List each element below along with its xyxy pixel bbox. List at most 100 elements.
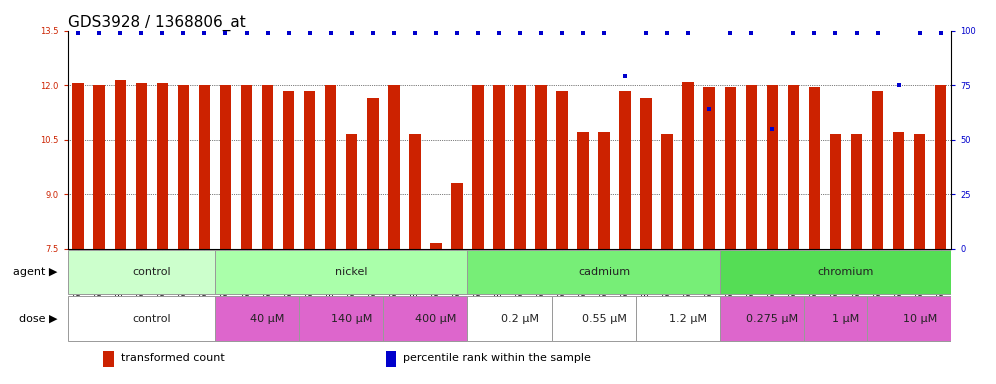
Bar <box>472 85 484 248</box>
Bar <box>552 296 635 341</box>
Bar <box>215 250 467 294</box>
Bar <box>68 296 215 341</box>
Bar <box>556 91 568 248</box>
Bar <box>493 85 505 248</box>
Bar <box>262 85 273 248</box>
Bar <box>724 87 736 248</box>
Text: agent ▶: agent ▶ <box>13 267 57 277</box>
Bar <box>868 296 951 341</box>
Text: 10 μM: 10 μM <box>902 314 937 324</box>
Bar <box>467 296 552 341</box>
Point <box>217 30 233 36</box>
Bar <box>299 296 383 341</box>
Point <box>597 30 613 36</box>
Point <box>281 30 297 36</box>
Point <box>175 30 191 36</box>
Bar <box>177 85 189 248</box>
Bar <box>241 85 252 248</box>
Bar <box>304 91 316 248</box>
Point <box>428 30 444 36</box>
Text: dose ▶: dose ▶ <box>19 314 57 324</box>
Bar <box>73 83 84 248</box>
Bar <box>661 134 673 248</box>
Text: nickel: nickel <box>336 267 368 277</box>
Text: GDS3928 / 1368806_at: GDS3928 / 1368806_at <box>68 15 245 31</box>
Bar <box>720 250 951 294</box>
Point <box>870 30 885 36</box>
Bar <box>535 85 547 248</box>
Point <box>638 30 654 36</box>
Bar <box>103 351 114 367</box>
Bar <box>156 83 168 248</box>
Bar <box>767 85 778 248</box>
Bar <box>892 132 904 248</box>
Bar <box>809 87 821 248</box>
Point <box>196 30 212 36</box>
Point <box>344 30 360 36</box>
Point <box>764 126 780 132</box>
Point <box>385 30 401 36</box>
Bar <box>430 243 441 248</box>
Bar <box>198 85 210 248</box>
Point <box>92 30 108 36</box>
Point <box>239 30 255 36</box>
Text: control: control <box>132 267 171 277</box>
Bar <box>578 132 589 248</box>
Bar <box>620 91 630 248</box>
Text: control: control <box>132 314 171 324</box>
Bar <box>283 91 295 248</box>
Bar <box>367 98 378 248</box>
Point <box>786 30 802 36</box>
Point <box>722 30 738 36</box>
Point <box>470 30 486 36</box>
Point <box>807 30 823 36</box>
Point <box>849 30 865 36</box>
Bar <box>467 250 720 294</box>
Point <box>365 30 380 36</box>
Point <box>701 106 717 112</box>
Bar <box>851 134 863 248</box>
Point <box>743 30 759 36</box>
Point <box>323 30 339 36</box>
Bar <box>388 85 399 248</box>
Bar <box>703 87 715 248</box>
Bar <box>830 134 842 248</box>
Point <box>911 30 927 36</box>
Point <box>554 30 570 36</box>
Point <box>533 30 549 36</box>
Bar <box>346 134 358 248</box>
Point <box>828 30 844 36</box>
Point <box>260 30 276 36</box>
Bar <box>215 296 299 341</box>
Point <box>302 30 318 36</box>
Bar <box>720 296 804 341</box>
Bar <box>640 98 652 248</box>
Text: 0.2 μM: 0.2 μM <box>501 314 539 324</box>
Text: chromium: chromium <box>818 267 874 277</box>
Bar <box>383 296 467 341</box>
Bar <box>115 80 126 248</box>
Point <box>680 30 696 36</box>
Bar <box>94 85 105 248</box>
Point <box>491 30 507 36</box>
Point <box>575 30 591 36</box>
Text: 400 μM: 400 μM <box>415 314 456 324</box>
Point <box>406 30 422 36</box>
Text: percentile rank within the sample: percentile rank within the sample <box>403 353 592 363</box>
Point <box>133 30 149 36</box>
Bar <box>935 85 946 248</box>
Text: 1.2 μM: 1.2 μM <box>669 314 707 324</box>
Text: 40 μM: 40 μM <box>250 314 285 324</box>
Bar <box>135 83 147 248</box>
Text: 1 μM: 1 μM <box>833 314 860 324</box>
Bar <box>68 250 215 294</box>
Bar <box>746 85 757 248</box>
Bar <box>409 134 420 248</box>
Bar <box>385 351 396 367</box>
Bar <box>451 183 463 248</box>
Point <box>890 82 906 88</box>
Point <box>113 30 128 36</box>
Point <box>512 30 528 36</box>
Text: transformed count: transformed count <box>121 353 224 363</box>
Bar <box>788 85 799 248</box>
